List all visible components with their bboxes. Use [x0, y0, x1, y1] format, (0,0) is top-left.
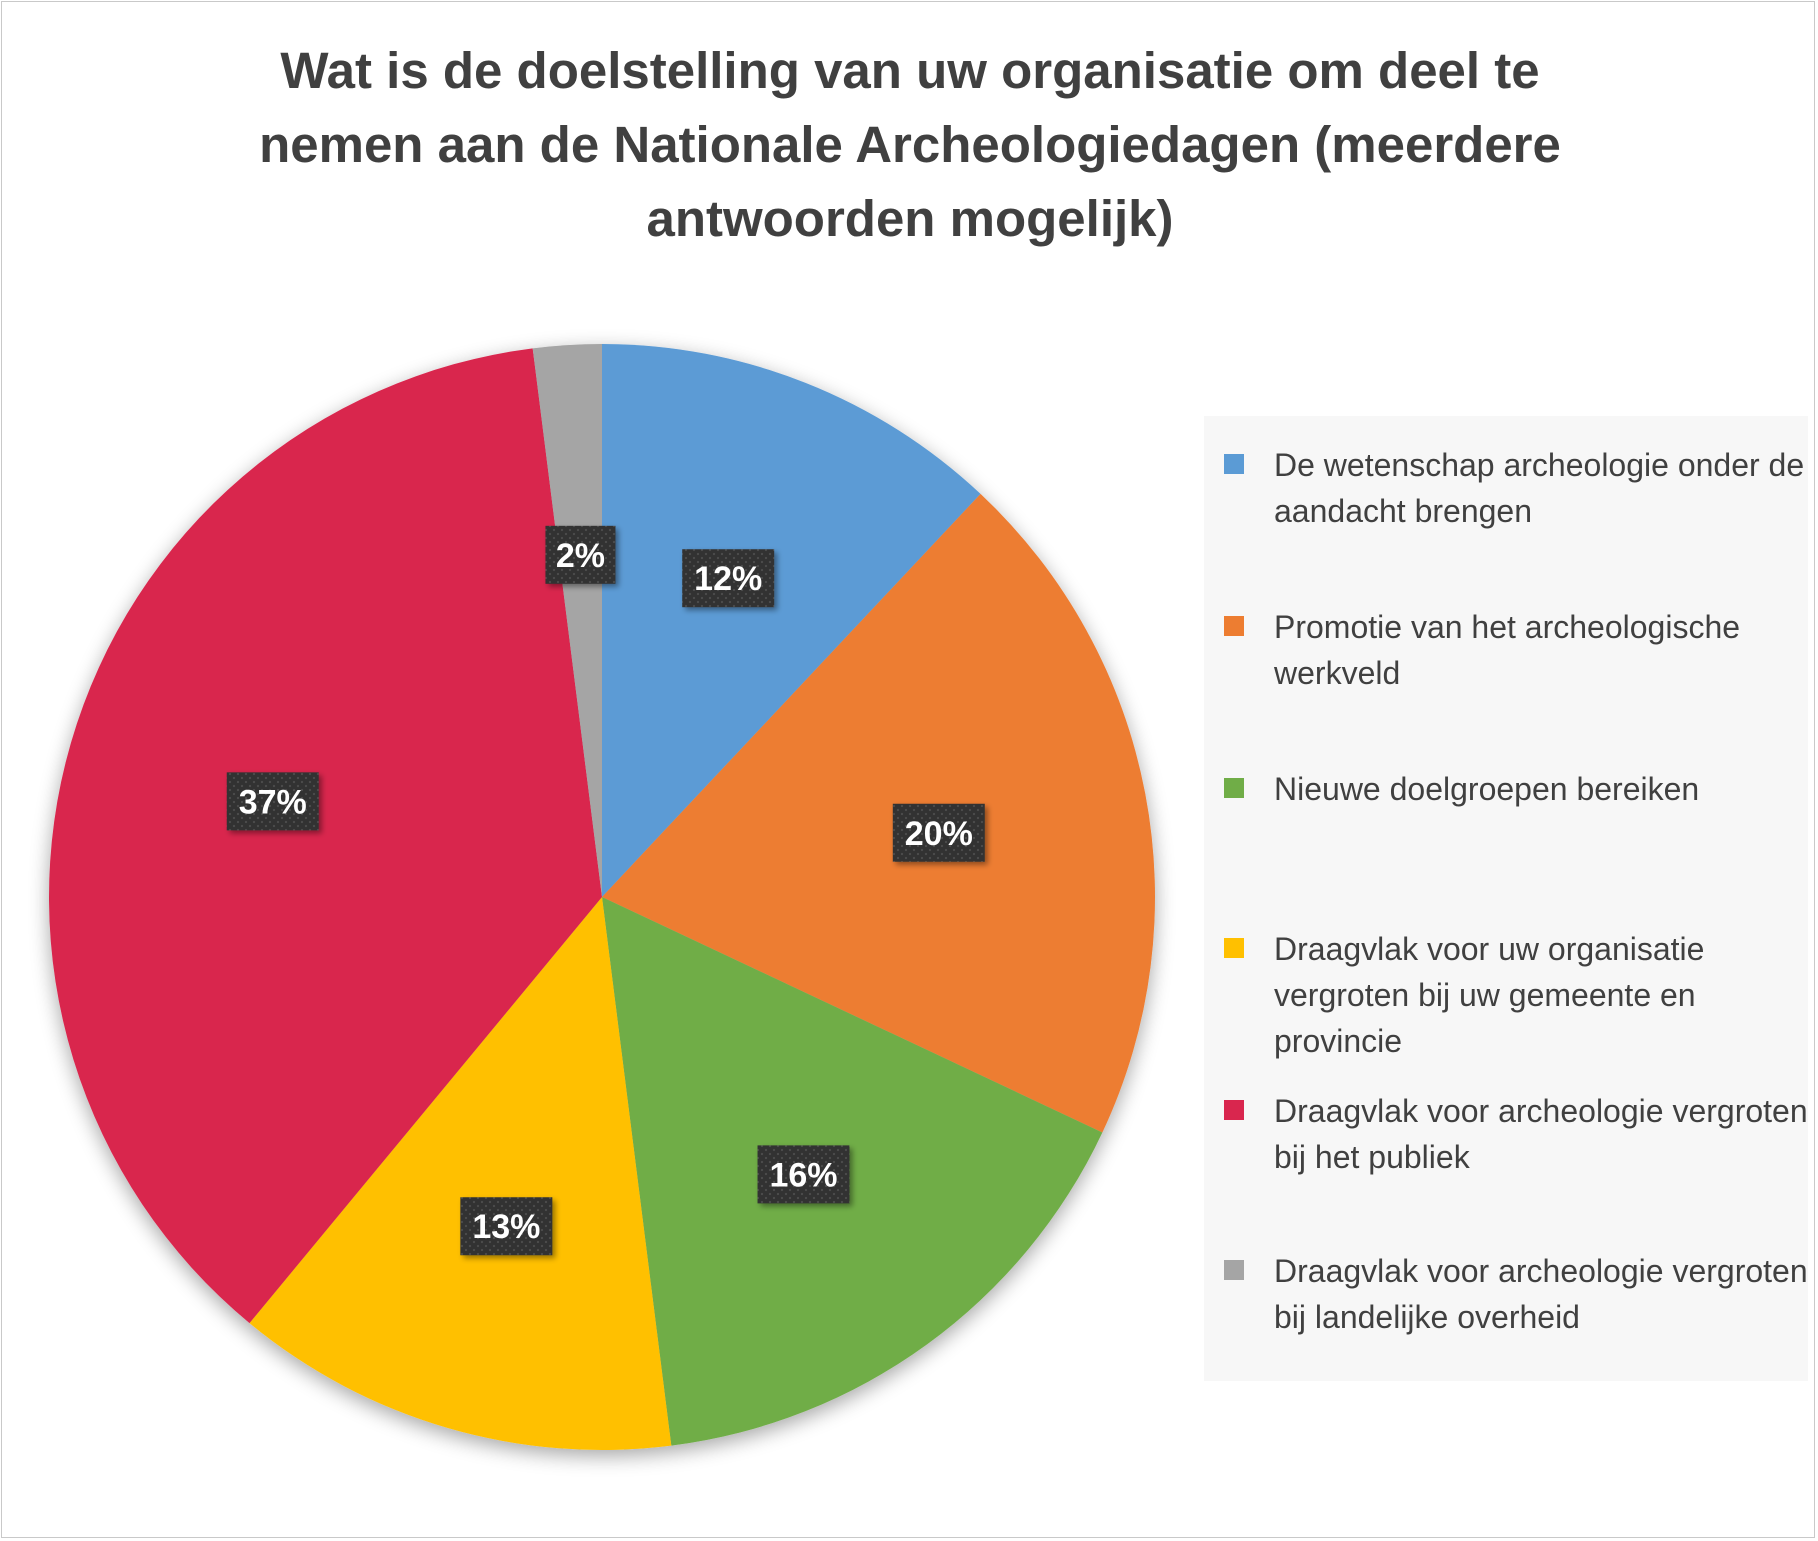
legend-swatch	[1224, 1260, 1244, 1280]
legend-label: Promotie van het archeologische werkveld	[1274, 609, 1741, 691]
data-label-de-wetenschap-archeologie-onder-de-aandacht-brengen: 12%	[682, 549, 775, 608]
data-labels: 12% 20% 16% 13% 37% 2%	[226, 525, 985, 1256]
data-label-nieuwe-doelgroepen-bereiken: 16%	[757, 1145, 850, 1204]
data-label-text: 16%	[769, 1156, 837, 1194]
data-label-text: 13%	[472, 1208, 540, 1246]
pie-slice-draagvlak-voor-uw-organisatie-vergroten-bij-uw-gemeente-en-provincie	[249, 897, 672, 1450]
legend-label: Nieuwe doelgroepen bereiken	[1274, 771, 1700, 807]
pie-slice-nieuwe-doelgroepen-bereiken	[602, 897, 1103, 1446]
data-label-box	[892, 803, 985, 862]
pie-slice-promotie-van-het-archeologische-werkveld	[602, 493, 1155, 1133]
legend-swatch	[1224, 454, 1244, 474]
pie-slices	[48, 344, 1155, 1450]
chart-title-line-1: Wat is de doelstelling van uw organisati…	[280, 42, 1540, 99]
data-label-box	[226, 772, 319, 831]
legend: De wetenschap archeologie onder de aanda…	[1204, 416, 1808, 1381]
data-label-draagvlak-voor-uw-organisatie-vergroten-bij-uw-gemeente-en-provincie: 13%	[460, 1197, 553, 1256]
legend-swatch	[1224, 616, 1244, 636]
data-label-text: 20%	[905, 815, 973, 853]
data-label-box	[757, 1145, 850, 1204]
legend-label: Draagvlak voor archeologie vergroten bij…	[1274, 1093, 1808, 1175]
legend-label: Draagvlak voor uw organisatie vergroten …	[1274, 931, 1705, 1059]
pie-slice-draagvlak-voor-archeologie-vergroten-bij-landelijke-overheid	[532, 344, 602, 897]
data-label-text: 37%	[239, 783, 307, 821]
data-label-box	[545, 525, 616, 584]
data-label-draagvlak-voor-archeologie-vergroten-bij-het-publiek: 37%	[226, 772, 319, 831]
legend-label: Draagvlak voor archeologie vergroten bij…	[1274, 1253, 1808, 1335]
pie-slice-draagvlak-voor-archeologie-vergroten-bij-het-publiek	[48, 348, 603, 1324]
pie-slice-de-wetenschap-archeologie-onder-de-aandacht-brengen	[602, 344, 981, 897]
chart-title-line-3: antwoorden mogelijk)	[646, 190, 1174, 247]
chart-title: Wat is de doelstelling van uw organisati…	[150, 34, 1670, 256]
legend-swatch	[1224, 1100, 1244, 1120]
data-label-box	[682, 549, 775, 608]
data-label-box	[460, 1197, 553, 1256]
legend-swatch	[1224, 778, 1244, 798]
data-label-text: 12%	[694, 560, 762, 598]
chart-title-line-2: nemen aan de Nationale Archeologiedagen …	[259, 116, 1561, 173]
data-label-promotie-van-het-archeologische-werkveld: 20%	[892, 803, 985, 862]
data-label-draagvlak-voor-archeologie-vergroten-bij-landelijke-overheid: 2%	[545, 525, 616, 584]
legend-swatch	[1224, 938, 1244, 958]
data-label-text: 2%	[556, 537, 605, 575]
legend-label: De wetenschap archeologie onder de aanda…	[1274, 447, 1805, 529]
